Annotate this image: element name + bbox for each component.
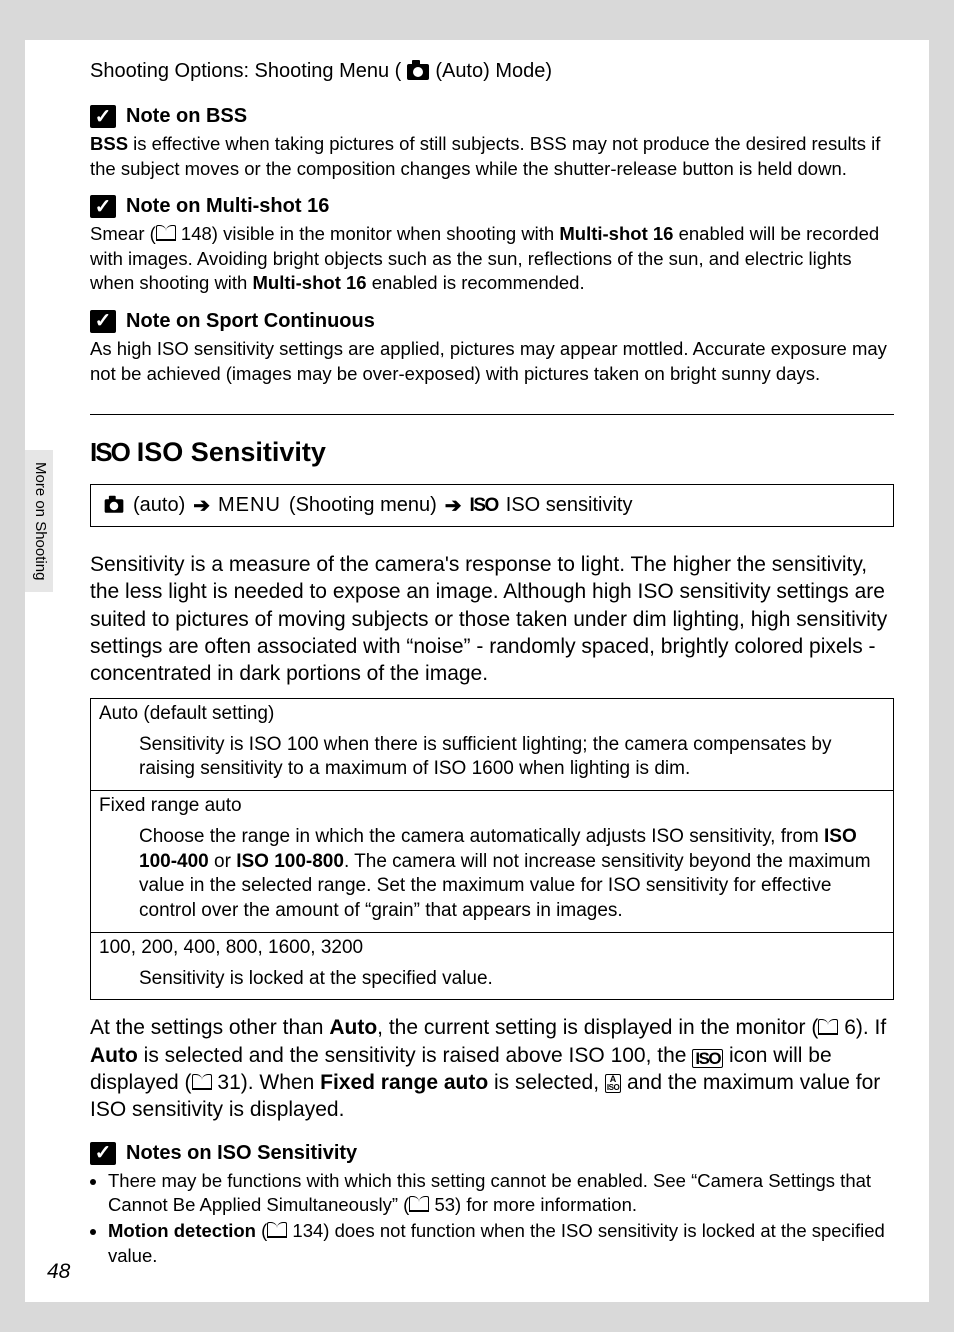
iso-heading: ISO ISO Sensitivity — [90, 437, 894, 468]
opt-name: Fixed range auto — [91, 791, 894, 822]
note-body: BSS is effective when taking pictures of… — [90, 132, 894, 181]
b: Motion detection — [108, 1220, 256, 1241]
iso-box-icon: ISO — [692, 1049, 723, 1068]
t: Smear ( — [90, 223, 156, 244]
t: enabled is recommended. — [367, 272, 585, 293]
t: Sensitivity is ISO 100 when there is suf… — [139, 734, 831, 780]
t: 6). If — [838, 1016, 886, 1039]
t: Choose the range in which the camera aut… — [139, 826, 824, 847]
aiso-icon: AISO — [605, 1074, 621, 1093]
menu-word: MENU — [218, 494, 281, 517]
b: ISO 100-800 — [236, 851, 344, 872]
book-icon — [192, 1076, 212, 1090]
menu-path: (auto) ➔ MENU (Shooting menu) ➔ ISO ISO … — [90, 484, 894, 527]
table-row: Sensitivity is locked at the specified v… — [91, 963, 894, 1000]
arrow-icon: ➔ — [193, 493, 210, 518]
t: is selected and the sensitivity is raise… — [138, 1044, 692, 1067]
t: 148) visible in the monitor when shootin… — [176, 223, 560, 244]
t: Sensitivity is locked at the specified v… — [139, 968, 493, 989]
page-number: 48 — [47, 1260, 70, 1284]
path-shoot: (Shooting menu) — [289, 494, 437, 517]
side-tab: More on Shooting — [25, 450, 53, 592]
content-area: Shooting Options: Shooting Menu ( (Auto)… — [25, 60, 894, 1268]
book-icon — [818, 1021, 838, 1035]
iso-icon: ISO — [470, 495, 498, 517]
table-row: Auto (default setting) — [91, 698, 894, 729]
t: 31). When — [212, 1071, 321, 1094]
opt-desc: Choose the range in which the camera aut… — [91, 821, 894, 932]
b: Multi-shot 16 — [559, 223, 673, 244]
iso-after-para: At the settings other than Auto, the cur… — [90, 1014, 894, 1123]
list-item: Motion detection ( 134) does not functio… — [108, 1219, 894, 1268]
iso-icon: ISO — [90, 437, 129, 468]
path-auto: (auto) — [133, 494, 185, 517]
path-end: ISO sensitivity — [506, 494, 633, 517]
note-sport: Note on Sport Continuous As high ISO sen… — [90, 310, 894, 386]
list-item: There may be functions with which this s… — [108, 1169, 894, 1218]
t: is selected, — [488, 1071, 605, 1094]
opt-name: Auto (default setting) — [91, 698, 894, 729]
opt-desc: Sensitivity is locked at the specified v… — [91, 963, 894, 1000]
table-row: Fixed range auto — [91, 791, 894, 822]
b: Auto — [329, 1016, 377, 1039]
t: , the current setting is displayed in th… — [377, 1016, 818, 1039]
t: At the settings other than — [90, 1016, 329, 1039]
b: Fixed range auto — [320, 1071, 488, 1094]
book-icon — [267, 1224, 287, 1238]
opt-name: 100, 200, 400, 800, 1600, 3200 — [91, 932, 894, 963]
bss-bold: BSS — [90, 133, 128, 154]
divider — [90, 414, 894, 415]
camera-icon — [105, 499, 124, 513]
check-icon — [90, 195, 116, 218]
chapter-suffix: (Auto) Mode) — [435, 60, 552, 83]
t: ( — [256, 1220, 267, 1241]
book-icon — [409, 1198, 429, 1212]
b: Multi-shot 16 — [253, 272, 367, 293]
opt-desc: Sensitivity is ISO 100 when there is suf… — [91, 729, 894, 791]
note-body: As high ISO sensitivity settings are app… — [90, 337, 894, 386]
t: 53) for more information. — [429, 1194, 637, 1215]
table-row: 100, 200, 400, 800, 1600, 3200 — [91, 932, 894, 963]
note-title: Note on BSS — [126, 105, 247, 128]
table-row: Choose the range in which the camera aut… — [91, 821, 894, 932]
book-icon — [156, 227, 176, 241]
chapter-heading: Shooting Options: Shooting Menu ( (Auto)… — [90, 60, 894, 83]
arrow-icon: ➔ — [445, 493, 462, 518]
iso-options-table: Auto (default setting) Sensitivity is IS… — [90, 698, 894, 1001]
iso-heading-text: ISO Sensitivity — [137, 437, 326, 468]
check-icon — [90, 105, 116, 128]
bss-text: is effective when taking pictures of sti… — [90, 133, 880, 179]
check-icon — [90, 1142, 116, 1165]
camera-icon — [407, 64, 429, 80]
note-body: Smear ( 148) visible in the monitor when… — [90, 222, 894, 296]
check-icon — [90, 310, 116, 333]
note-title: Note on Sport Continuous — [126, 310, 375, 333]
note-bss: Note on BSS BSS is effective when taking… — [90, 105, 894, 181]
note-title: Note on Multi-shot 16 — [126, 195, 329, 218]
note-ms16: Note on Multi-shot 16 Smear ( 148) visib… — [90, 195, 894, 296]
b: Auto — [90, 1044, 138, 1067]
note-title: Notes on ISO Sensitivity — [126, 1142, 357, 1165]
t: or — [209, 851, 236, 872]
iso-intro: Sensitivity is a measure of the camera's… — [90, 551, 894, 687]
table-row: Sensitivity is ISO 100 when there is suf… — [91, 729, 894, 791]
page: More on Shooting Shooting Options: Shoot… — [25, 40, 929, 1302]
note-iso: Notes on ISO Sensitivity There may be fu… — [90, 1142, 894, 1269]
chapter-prefix: Shooting Options: Shooting Menu ( — [90, 60, 401, 83]
notes-list: There may be functions with which this s… — [90, 1169, 894, 1269]
